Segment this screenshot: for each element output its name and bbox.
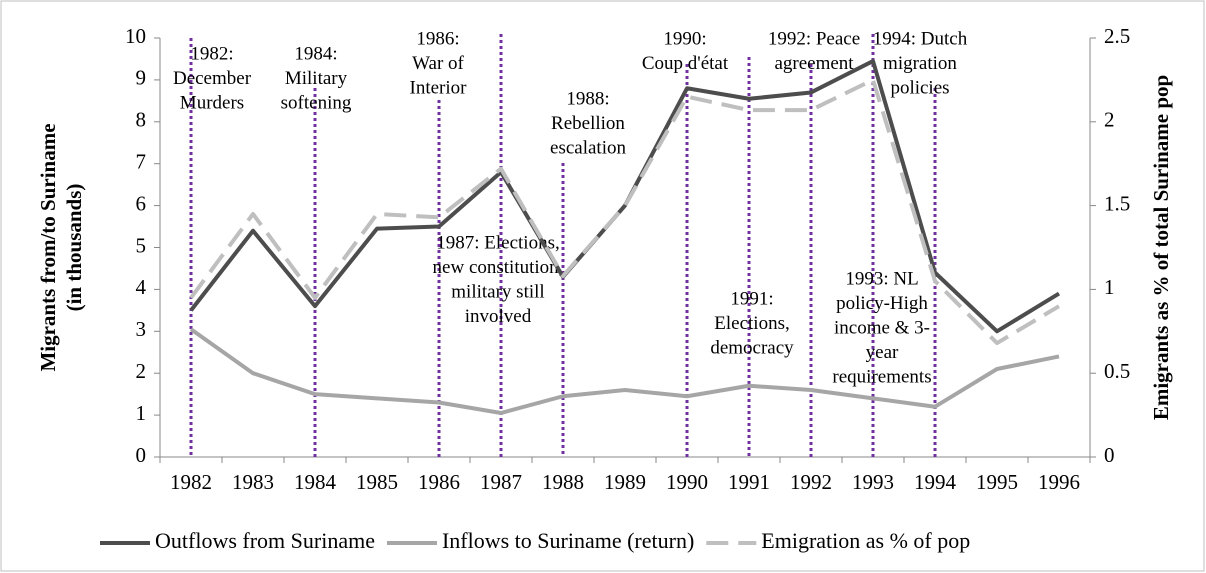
annotation: Elections, [714,313,789,334]
y2-tick-label: 0 [1104,443,1115,467]
annotation: 1990: [663,28,706,49]
annotation: policies [890,77,949,98]
annotation: December [173,68,252,89]
annotation: Murders [180,92,244,113]
annotation: democracy [710,337,794,358]
annotation: requirements [832,366,931,387]
x-tick-label: 1992 [790,470,832,494]
x-tick-label: 1983 [232,470,274,494]
y-tick-label: 5 [136,233,147,257]
x-tick-label: 1984 [294,470,337,494]
y-tick-label: 1 [136,401,147,425]
y2-axis-title: Emigrants as % of total Suriname pop [1149,75,1173,420]
annotation: Military [285,68,348,89]
x-tick-label: 1982 [170,470,212,494]
y-tick-label: 3 [136,317,147,341]
annotation: 1993: NL [845,268,918,289]
annotation: 1987: Elections, [436,232,559,253]
y-tick-label: 8 [136,108,147,132]
annotation: Rebellion [551,113,625,134]
annotation: 1984: [294,43,337,64]
annotation: 1988: [566,88,609,109]
y-tick-label: 9 [136,66,147,90]
series-line [189,77,1061,346]
annotation: War of [412,53,464,74]
y-axis-title-line: (in thousands) [62,184,86,312]
annotation: 1986: [416,28,459,49]
annotation: 1992: Peace [768,28,860,49]
annotation: 1991: [730,288,773,309]
x-tick-label: 1991 [728,470,770,494]
annotation: year [866,342,899,363]
y-tick-label: 6 [136,191,147,215]
y-tick-label: 4 [136,275,147,299]
series-line [189,59,1061,334]
annotation: agreement [774,53,854,74]
annotation: Interior [410,77,468,98]
y2-tick-label: 2 [1104,108,1115,132]
legend-label: Inflows to Suriname (return) [442,528,694,553]
annotation: military still [451,281,544,302]
annotation: income & 3- [834,317,930,338]
y-tick-label: 7 [136,150,147,174]
y-tick-label: 0 [136,443,147,467]
x-tick-label: 1990 [666,470,708,494]
y2-tick-label: 2.5 [1104,24,1130,48]
legend-label: Outflows from Suriname [155,528,375,553]
annotation: Coup d'état [642,53,729,74]
x-tick-label: 1988 [542,470,584,494]
x-tick-label: 1993 [852,470,894,494]
x-tick-label: 1986 [418,470,460,494]
y2-tick-label: 0.5 [1104,359,1130,383]
annotation: involved [465,306,532,327]
annotation: policy-High [836,293,928,314]
annotation: new constitution, [433,257,564,278]
y2-tick-label: 1.5 [1104,191,1130,215]
y-axis-title: Migrants from/to Suriname(in thousands) [36,123,86,371]
y-axis-title-line: Migrants from/to Suriname [36,123,60,371]
x-tick-label: 1989 [604,470,646,494]
annotation: 1994: Dutch [873,28,968,49]
y2-tick-label: 1 [1104,275,1115,299]
y-tick-label: 10 [125,24,146,48]
annotation: softening [281,92,352,113]
series-line [189,327,1060,416]
x-tick-label: 1994 [914,470,957,494]
annotation: migration [883,53,957,74]
annotation: escalation [550,137,626,158]
x-tick-label: 1996 [1038,470,1080,494]
annotation: 1982: [190,43,233,64]
x-tick-label: 1985 [356,470,398,494]
x-tick-label: 1995 [976,470,1018,494]
y-tick-label: 2 [136,359,147,383]
legend-label: Emigration as % of pop [761,528,970,553]
x-tick-label: 1987 [480,470,522,494]
